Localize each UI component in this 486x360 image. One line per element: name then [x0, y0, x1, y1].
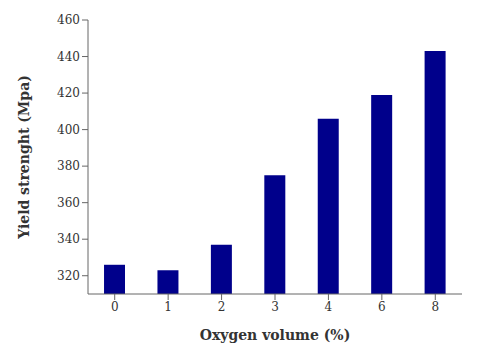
svg-text:380: 380	[57, 159, 80, 173]
svg-text:4: 4	[325, 300, 333, 314]
svg-text:3: 3	[271, 300, 279, 314]
svg-text:400: 400	[57, 123, 80, 137]
svg-text:Oxygen volume (%): Oxygen volume (%)	[200, 327, 351, 343]
svg-text:Yield strenght (Mpa): Yield strenght (Mpa)	[16, 75, 32, 240]
svg-text:320: 320	[57, 269, 80, 283]
svg-text:460: 460	[57, 13, 80, 27]
svg-text:440: 440	[57, 50, 80, 64]
svg-text:1: 1	[164, 300, 172, 314]
svg-text:2: 2	[218, 300, 226, 314]
svg-text:0: 0	[111, 300, 119, 314]
svg-text:8: 8	[431, 300, 439, 314]
svg-text:420: 420	[57, 86, 80, 100]
svg-text:340: 340	[57, 232, 80, 246]
svg-text:360: 360	[57, 196, 80, 210]
svg-text:6: 6	[378, 300, 386, 314]
